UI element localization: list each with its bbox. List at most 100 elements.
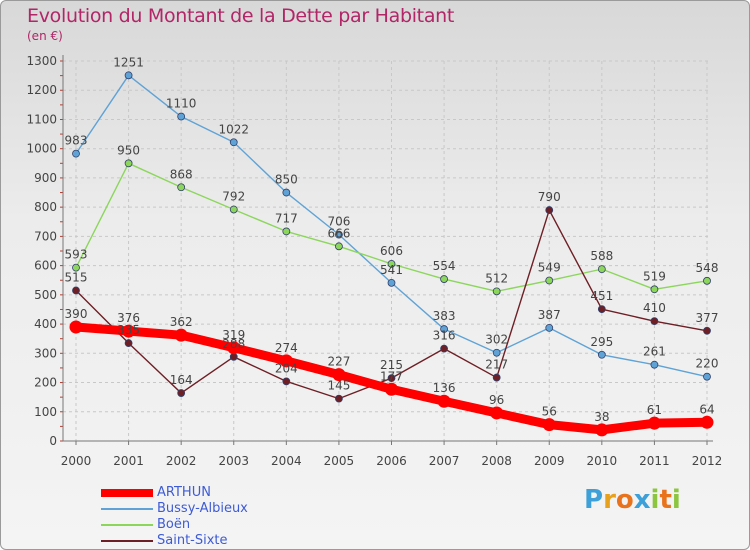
data-point [490,406,504,420]
x-tick-label: 2011 [639,454,670,468]
data-label: 319 [222,328,245,342]
data-label: 376 [117,311,140,325]
data-point [492,348,501,357]
data-point [440,325,448,333]
proxiti-logo: Proxiti [584,485,681,515]
data-point [595,423,609,437]
data-label: 64 [699,402,714,416]
x-tick-label: 2008 [481,454,512,468]
data-point [279,354,293,368]
x-tick-label: 2001 [113,454,144,468]
chart-unit: (en €) [27,29,63,43]
data-labels: 390 376 362 319 274 227 177 136 96 56 38 61 64 983 125… [65,55,719,424]
data-point [597,305,606,314]
data-label: 515 [65,270,88,284]
data-point [124,71,133,80]
data-label: 302 [485,333,508,347]
data-point [387,278,396,287]
data-point [703,276,711,285]
data-label: 554 [433,259,456,273]
data-label: 316 [433,329,456,343]
data-point [72,286,80,295]
y-tick-label: 1300 [26,54,57,68]
legend-swatch [101,489,153,497]
data-label: 549 [538,261,561,275]
data-label: 61 [647,403,662,417]
data-point [174,328,188,342]
data-label: 588 [590,249,613,263]
data-point [229,138,238,147]
data-label: 790 [538,190,561,204]
data-label: 868 [170,167,193,181]
y-tick-label: 700 [34,229,57,243]
data-point [72,149,80,158]
data-point [282,227,291,236]
data-label: 362 [170,315,193,329]
data-point [122,324,136,338]
series-lines [69,71,714,437]
data-point [177,389,186,397]
data-label: 177 [380,369,403,383]
data-point [124,339,133,347]
data-point [703,372,711,381]
data-point [177,112,186,121]
legend-label: Boën [157,517,191,532]
logo-letter: t [659,485,672,515]
x-tick-label: 2010 [587,454,618,468]
logo-letter: i [671,485,681,515]
data-point [385,382,398,396]
legend-label: ARTHUN [157,485,211,500]
y-tick-label: 1000 [26,142,57,156]
x-tick-label: 2012 [692,454,723,468]
data-label: 390 [65,307,88,321]
legend-swatch [101,508,153,510]
data-point [542,418,556,432]
data-point [650,317,659,326]
data-point [545,323,554,332]
data-label: 666 [327,226,350,240]
logo-letter: P [584,485,604,515]
data-label: 164 [170,373,193,387]
y-tick-label: 0 [49,434,57,448]
data-point [177,183,186,192]
data-label: 1251 [113,55,144,69]
data-label: 377 [696,311,719,325]
data-label: 335 [117,323,140,337]
data-label: 215 [380,358,403,372]
y-tick-label: 400 [34,317,57,331]
data-label: 261 [643,345,666,359]
y-tick-label: 800 [34,200,57,214]
data-label: 451 [590,289,613,303]
data-point [387,374,396,383]
data-point [335,242,343,251]
data-label: 38 [594,410,609,424]
data-point [545,206,554,214]
y-tick-label: 100 [34,405,57,419]
y-tick-label: 1100 [26,112,57,126]
y-tick-label: 600 [34,259,57,273]
x-tick-label: 2007 [429,454,460,468]
data-label: 288 [222,337,245,351]
data-label: 850 [275,173,298,187]
data-point [282,377,291,386]
data-point [229,352,238,361]
data-label: 410 [643,301,666,315]
x-tick-label: 2004 [271,454,302,468]
data-point [227,341,241,355]
data-label: 227 [327,355,350,369]
data-label: 706 [327,215,350,229]
data-point [492,287,501,296]
x-tick-label: 2002 [166,454,197,468]
data-point [229,205,238,214]
data-point [437,394,451,408]
data-label: 606 [380,244,403,258]
x-tick-label: 2005 [324,454,355,468]
data-point [650,285,659,294]
data-label: 274 [275,341,298,355]
data-point [545,276,554,285]
data-point [492,373,501,382]
axes: 0 100 200 300 400 500 600 700 800 900 1000 1100 1200… [26,54,722,468]
data-label: 220 [696,357,719,371]
